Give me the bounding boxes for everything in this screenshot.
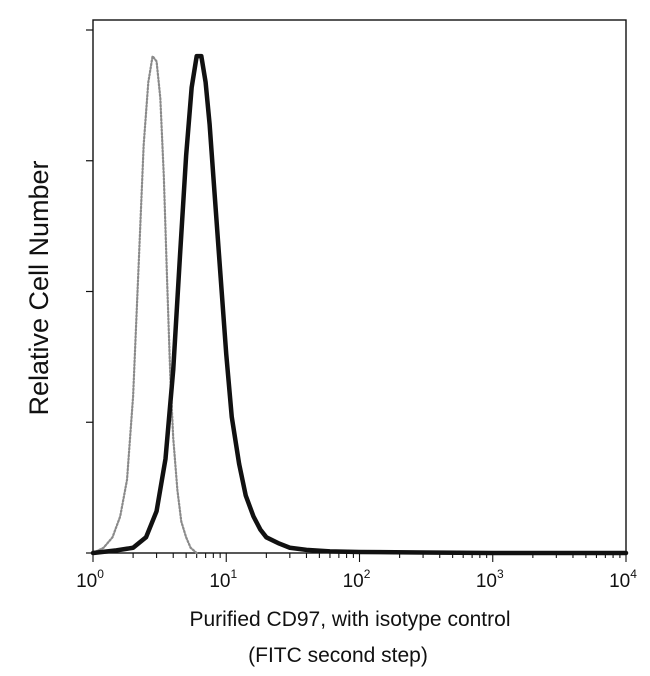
x-tick-label-2: 102 [343,567,371,592]
x-tick-label-4: 104 [609,567,637,592]
y-axis-title: Relative Cell Number [24,160,54,415]
cd97-curve [90,53,629,556]
x-axis-title: Purified CD97, with isotype control [190,608,511,631]
y-axis-ticks [86,29,93,554]
x-tick-label-3: 103 [476,567,504,592]
x-axis-subtitle: (FITC second step) [248,644,428,667]
x-tick-label-1: 101 [209,567,237,592]
x-axis-tick-labels: 100 101 102 103 104 [76,567,637,592]
series-layer [90,53,629,556]
plot-frame [92,19,627,554]
isotype-control-curve [91,55,198,555]
x-tick-label-0: 100 [76,567,104,592]
